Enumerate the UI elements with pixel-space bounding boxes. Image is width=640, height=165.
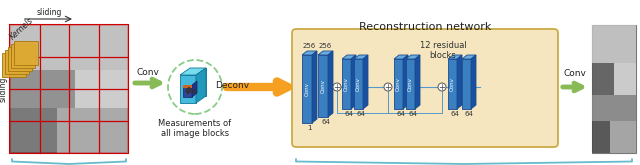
Text: 12 residual
blocks: 12 residual blocks	[420, 41, 467, 60]
Text: 1: 1	[307, 125, 312, 131]
Polygon shape	[457, 55, 462, 109]
Polygon shape	[328, 51, 333, 117]
Text: +: +	[438, 82, 445, 92]
FancyBboxPatch shape	[614, 63, 636, 95]
Polygon shape	[318, 55, 328, 117]
Polygon shape	[183, 85, 192, 88]
Polygon shape	[351, 55, 356, 109]
Polygon shape	[302, 55, 312, 123]
Text: 64: 64	[408, 111, 417, 117]
FancyBboxPatch shape	[10, 25, 128, 153]
FancyBboxPatch shape	[5, 50, 29, 74]
Polygon shape	[394, 59, 403, 109]
Polygon shape	[448, 55, 462, 59]
Text: Conv: Conv	[564, 69, 586, 78]
FancyBboxPatch shape	[11, 44, 35, 68]
Text: 64: 64	[465, 111, 474, 117]
Polygon shape	[180, 68, 206, 75]
Text: +: +	[385, 82, 392, 92]
FancyBboxPatch shape	[10, 25, 128, 70]
Polygon shape	[302, 51, 317, 55]
Polygon shape	[462, 59, 471, 109]
FancyBboxPatch shape	[592, 25, 636, 153]
Polygon shape	[363, 55, 368, 109]
FancyBboxPatch shape	[292, 29, 558, 147]
Text: 64: 64	[344, 111, 353, 117]
Text: Conv: Conv	[305, 82, 310, 96]
Polygon shape	[312, 51, 317, 123]
Polygon shape	[318, 51, 333, 55]
Text: Conv: Conv	[344, 77, 349, 91]
Polygon shape	[183, 85, 192, 97]
Polygon shape	[415, 55, 420, 109]
Text: Kernels: Kernels	[8, 15, 35, 41]
FancyBboxPatch shape	[14, 41, 38, 65]
FancyBboxPatch shape	[57, 108, 128, 153]
Text: 256: 256	[319, 43, 332, 49]
Text: 64: 64	[356, 111, 365, 117]
Text: sliding: sliding	[36, 8, 61, 17]
Polygon shape	[406, 55, 420, 59]
Text: Conv: Conv	[450, 77, 455, 91]
Text: 256: 256	[303, 43, 316, 49]
Polygon shape	[403, 55, 408, 109]
Polygon shape	[196, 68, 206, 103]
Polygon shape	[342, 59, 351, 109]
Text: Conv: Conv	[356, 77, 361, 91]
Text: Conv: Conv	[396, 77, 401, 91]
Polygon shape	[180, 75, 196, 103]
Text: sliding: sliding	[0, 76, 8, 102]
Circle shape	[168, 60, 222, 114]
Polygon shape	[406, 59, 415, 109]
Circle shape	[438, 83, 446, 91]
FancyBboxPatch shape	[10, 70, 75, 108]
Text: 64: 64	[321, 119, 330, 125]
Text: Φx: Φx	[185, 86, 197, 96]
Text: Conv: Conv	[408, 77, 413, 91]
Circle shape	[384, 83, 392, 91]
FancyBboxPatch shape	[592, 25, 636, 63]
FancyBboxPatch shape	[10, 108, 57, 153]
FancyBboxPatch shape	[592, 121, 610, 153]
FancyBboxPatch shape	[2, 53, 26, 77]
Polygon shape	[394, 55, 408, 59]
Text: Reconstruction network: Reconstruction network	[359, 22, 491, 32]
Text: 64: 64	[451, 111, 460, 117]
Polygon shape	[354, 55, 368, 59]
FancyBboxPatch shape	[8, 47, 32, 71]
Polygon shape	[190, 68, 206, 96]
Text: +: +	[333, 82, 340, 92]
Polygon shape	[192, 81, 197, 97]
Polygon shape	[471, 55, 476, 109]
FancyBboxPatch shape	[592, 63, 614, 95]
Circle shape	[333, 83, 341, 91]
Polygon shape	[462, 55, 476, 59]
Polygon shape	[342, 55, 356, 59]
Text: 64: 64	[397, 111, 405, 117]
Polygon shape	[354, 59, 363, 109]
Text: Conv: Conv	[136, 68, 159, 77]
FancyBboxPatch shape	[610, 121, 636, 153]
FancyBboxPatch shape	[592, 95, 636, 121]
Text: Conv: Conv	[321, 79, 326, 93]
FancyBboxPatch shape	[75, 70, 128, 108]
Text: Deconv: Deconv	[215, 81, 249, 89]
Text: Measurements of
all image blocks: Measurements of all image blocks	[159, 119, 232, 138]
Polygon shape	[448, 59, 457, 109]
